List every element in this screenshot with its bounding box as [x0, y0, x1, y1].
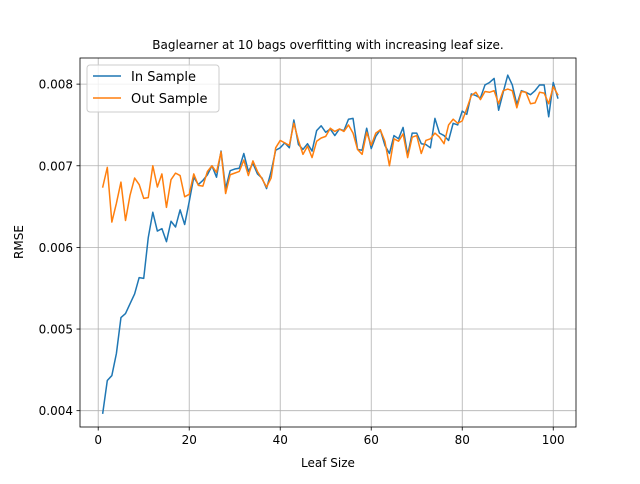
x-axis-ticks: 0 20 40 60 80 100 [94, 427, 565, 447]
grid-lines [80, 58, 576, 427]
legend-label-in-sample: In Sample [131, 70, 196, 85]
y-tick-label: 0.004 [39, 404, 73, 418]
x-tick-label: 60 [364, 433, 379, 447]
series-lines [101, 74, 559, 414]
y-tick-label: 0.006 [39, 241, 73, 255]
y-tick-label: 0.007 [39, 159, 73, 173]
legend-label-out-sample: Out Sample [131, 92, 207, 107]
y-tick-label: 0.008 [39, 78, 73, 92]
x-tick-label: 100 [542, 433, 565, 447]
x-tick-label: 80 [455, 433, 470, 447]
x-tick-label: 0 [94, 433, 102, 447]
y-axis-label: RMSE [12, 225, 26, 259]
y-axis-ticks: 0.004 0.005 0.006 0.007 0.008 [39, 78, 80, 418]
plot-area-frame [79, 57, 577, 428]
y-tick-label: 0.005 [39, 323, 73, 337]
x-tick-label: 40 [273, 433, 288, 447]
x-axis-label: Leaf Size [301, 456, 355, 470]
series-line-out-sample [101, 85, 559, 223]
legend: In Sample Out Sample [86, 64, 220, 113]
x-tick-label: 20 [182, 433, 197, 447]
chart-title: Baglearner at 10 bags overfitting with i… [152, 38, 503, 52]
